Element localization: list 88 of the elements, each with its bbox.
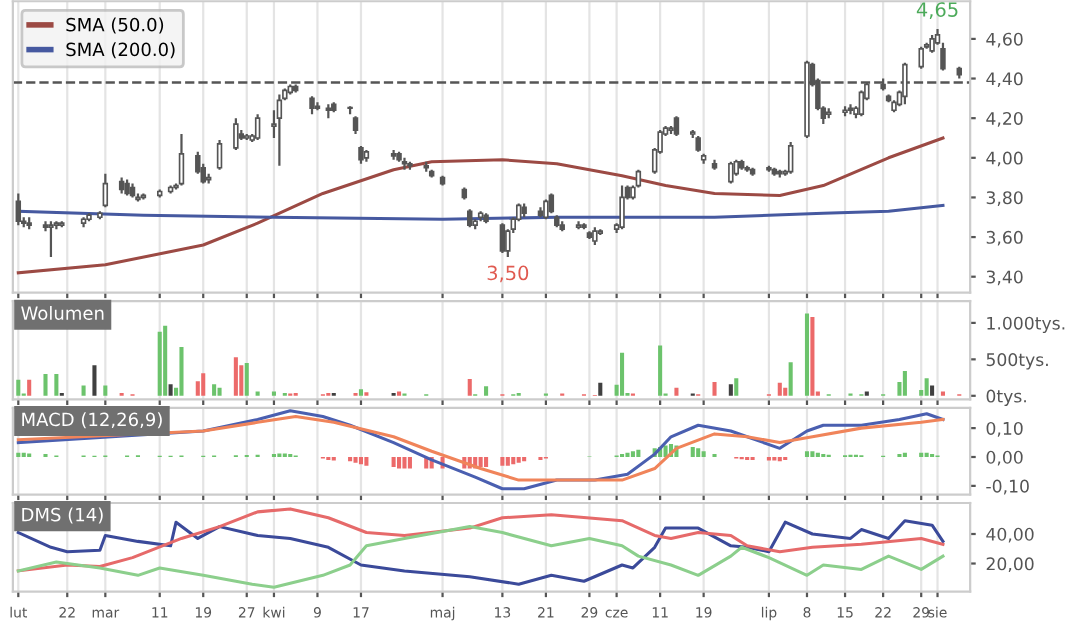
candlestick xyxy=(858,89,865,118)
bar xyxy=(505,457,510,466)
bar xyxy=(163,325,168,396)
bar xyxy=(391,457,396,468)
bar xyxy=(924,378,929,396)
bar xyxy=(407,457,412,469)
bar xyxy=(195,381,200,396)
bar xyxy=(500,457,505,466)
bar xyxy=(157,331,162,396)
candlestick xyxy=(102,172,109,209)
bar xyxy=(777,382,782,396)
y-tick-label: -0,10 xyxy=(986,479,1029,495)
bar xyxy=(728,384,733,396)
y-tick-label: 20,00 xyxy=(986,557,1034,573)
candlestick xyxy=(918,45,924,70)
bar xyxy=(620,352,625,396)
bar xyxy=(658,345,663,396)
candlestick xyxy=(787,140,794,175)
bar xyxy=(358,457,364,465)
bar xyxy=(598,382,603,396)
annotation: 3,50 xyxy=(487,265,529,283)
y-tick-label: 3,80 xyxy=(986,191,1023,206)
bar xyxy=(353,457,358,463)
candlestick xyxy=(233,117,239,151)
candlestick xyxy=(178,132,185,187)
bar xyxy=(902,371,907,396)
bar xyxy=(690,446,695,457)
candlestick xyxy=(254,113,261,142)
chart-title: Wolumen xyxy=(21,305,104,320)
y-tick-label: 3,60 xyxy=(986,230,1023,246)
y-tick-label: 0,10 xyxy=(986,421,1023,437)
bar xyxy=(712,381,717,396)
bar xyxy=(484,457,489,468)
bar xyxy=(674,387,679,396)
y-tick-label: 0tys. xyxy=(986,389,1026,406)
bar xyxy=(484,386,489,396)
bar xyxy=(179,346,184,396)
bar xyxy=(630,451,635,457)
bar xyxy=(467,379,472,396)
bar xyxy=(701,451,706,457)
bar xyxy=(168,384,173,396)
y-tick-label: 4,20 xyxy=(986,111,1023,127)
bar xyxy=(201,373,206,396)
bar xyxy=(402,457,407,469)
y-tick-label: 40,00 xyxy=(986,527,1034,543)
candlestick xyxy=(548,192,555,215)
bar xyxy=(244,363,249,396)
y-tick-label: 1.000tys. xyxy=(987,316,1065,334)
bar xyxy=(516,457,521,463)
bar xyxy=(810,451,815,457)
bar xyxy=(212,384,217,396)
bar xyxy=(783,387,788,396)
bar xyxy=(397,457,402,469)
bar xyxy=(478,457,483,468)
bar xyxy=(696,448,701,457)
y-tick-label: 4,00 xyxy=(986,151,1023,167)
bar xyxy=(103,385,108,396)
candlestick xyxy=(619,184,625,231)
bar xyxy=(788,362,793,396)
candlestick xyxy=(216,138,223,171)
bar xyxy=(636,449,641,457)
y-tick-label: 3,40 xyxy=(986,270,1023,286)
bar xyxy=(233,357,238,396)
bar xyxy=(804,451,810,457)
y-tick-label: 4,40 xyxy=(986,72,1023,88)
bar xyxy=(358,389,364,396)
bar xyxy=(804,313,810,396)
candlestick xyxy=(728,160,734,185)
candlestick xyxy=(543,198,549,221)
chart-title: DMS (14) xyxy=(22,507,103,524)
y-tick-label: 4,60 xyxy=(986,32,1023,48)
bar xyxy=(364,457,369,466)
y-tick-label: 0,00 xyxy=(986,450,1023,466)
bar xyxy=(734,378,739,396)
bar xyxy=(239,365,244,396)
bar xyxy=(217,387,222,396)
candlestick xyxy=(276,93,283,167)
candlestick xyxy=(499,222,506,255)
legend-label: SMA (200.0) xyxy=(66,42,175,59)
y-tick-label: 500tys. xyxy=(986,353,1048,370)
annotation: 4,65 xyxy=(916,2,958,19)
candlestick xyxy=(673,115,680,138)
bar xyxy=(930,385,935,396)
bar xyxy=(511,457,516,465)
chart-title: MACD (12,26,9) xyxy=(22,412,162,429)
legend-label: SMA (50.0) xyxy=(66,17,164,34)
bar xyxy=(810,317,815,396)
candlestick xyxy=(401,156,408,171)
